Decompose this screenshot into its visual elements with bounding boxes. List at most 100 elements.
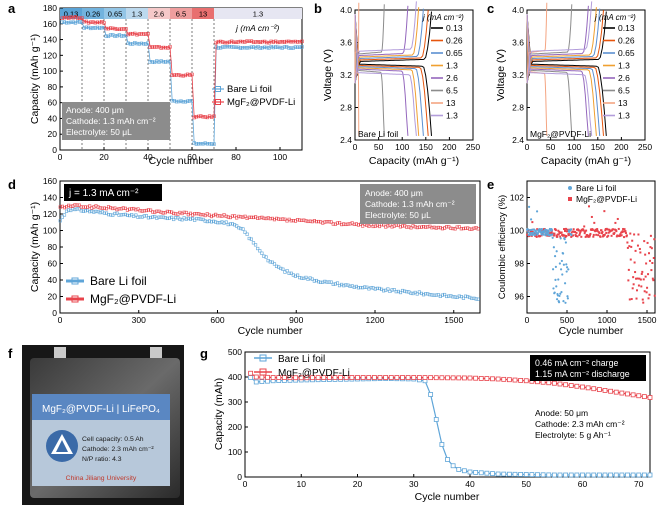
data-point [356, 286, 361, 290]
data-point [484, 470, 490, 476]
data-point [560, 259, 563, 263]
legend-mgf2-marker [71, 295, 79, 303]
data-point [643, 240, 646, 243]
data-point [190, 216, 195, 221]
data-point [624, 230, 627, 233]
data-point [218, 39, 223, 44]
y-tick-label: 2.4 [512, 135, 524, 145]
data-point [165, 209, 169, 214]
data-point [260, 215, 264, 219]
data-point [596, 228, 599, 231]
data-point [424, 292, 428, 296]
data-point [639, 251, 642, 254]
data-point [428, 392, 434, 397]
legend-mgf2-marker [259, 368, 267, 376]
data-point [228, 222, 232, 226]
data-point [386, 287, 390, 291]
data-point [82, 19, 86, 24]
data-point [608, 388, 614, 394]
data-point [557, 472, 563, 478]
data-point [620, 234, 623, 237]
data-point [356, 223, 361, 227]
data-point [478, 375, 484, 381]
panel-d-info-line1: Anode: 400 μm [365, 188, 423, 198]
data-point [572, 228, 575, 231]
legend-label: 2.6 [618, 73, 630, 83]
data-point [337, 221, 342, 225]
data-point [551, 472, 557, 478]
voltage-curve [526, 1, 593, 84]
voltage-curve [354, 10, 429, 84]
data-point [97, 26, 102, 30]
data-point [245, 232, 249, 236]
data-point [506, 471, 512, 477]
data-point [411, 375, 417, 380]
data-point [564, 229, 566, 232]
y-tick-label: 0 [52, 145, 57, 155]
data-point [619, 390, 625, 396]
legend-bare-marker [259, 354, 267, 362]
panel-g: g 0 100 200 300 400 500 0 10 20 30 40 50 60 70 Bare … [200, 346, 653, 503]
y-tick-label: 96 [515, 292, 525, 302]
data-point [415, 292, 419, 296]
data-point [137, 42, 141, 46]
data-point [570, 233, 573, 237]
data-point [265, 40, 269, 45]
data-point [210, 115, 214, 119]
panel-d-info-box [360, 184, 476, 224]
data-point [553, 255, 557, 258]
data-point [190, 72, 194, 77]
data-point [218, 46, 223, 50]
data-point [473, 375, 479, 381]
data-point [466, 226, 470, 230]
data-point [377, 375, 383, 380]
data-point [340, 222, 344, 227]
data-point [373, 224, 377, 228]
legend-label: 1.3 [618, 61, 630, 71]
data-point [166, 59, 170, 64]
rate-segment [192, 8, 214, 19]
data-point [642, 278, 645, 281]
data-point [612, 232, 615, 235]
panel-a-info-box [62, 102, 170, 140]
data-point [616, 217, 619, 220]
data-point [236, 40, 240, 44]
data-point [584, 235, 587, 238]
legend-bare-marker [568, 186, 572, 190]
data-point [249, 237, 253, 241]
data-point [224, 214, 228, 218]
data-point [630, 472, 636, 478]
data-point [122, 34, 126, 38]
x-tick-label: 50 [374, 142, 384, 152]
data-point [495, 376, 501, 382]
data-point [98, 206, 102, 210]
y-tick-label: 500 [228, 347, 242, 357]
data-point [227, 45, 232, 49]
data-point [637, 233, 640, 236]
data-point [626, 241, 629, 244]
data-point [644, 275, 647, 278]
panel-d-info-line3: Electrolyte: 50 μL [365, 210, 431, 220]
data-point [371, 375, 377, 380]
legend-bare-label: Bare Li foil [90, 274, 147, 288]
data-point [415, 225, 419, 230]
data-point [203, 219, 207, 223]
y-tick-label: 160 [43, 176, 57, 186]
data-point [232, 45, 236, 49]
x-tick-label: 0 [353, 142, 358, 152]
data-point [590, 215, 593, 218]
data-point [249, 215, 253, 219]
voltage-curve [354, 7, 420, 84]
data-point [251, 215, 256, 220]
data-point [433, 375, 439, 381]
y-tick-label: 80 [48, 82, 58, 92]
data-point [561, 273, 564, 276]
rate-header-label: j (mA cm⁻²) [235, 23, 280, 33]
data-point [144, 214, 148, 218]
data-point [111, 206, 115, 211]
data-point [352, 285, 356, 289]
data-point [560, 290, 563, 294]
data-point [426, 225, 430, 229]
data-point [184, 210, 188, 215]
tab-right [150, 347, 162, 361]
